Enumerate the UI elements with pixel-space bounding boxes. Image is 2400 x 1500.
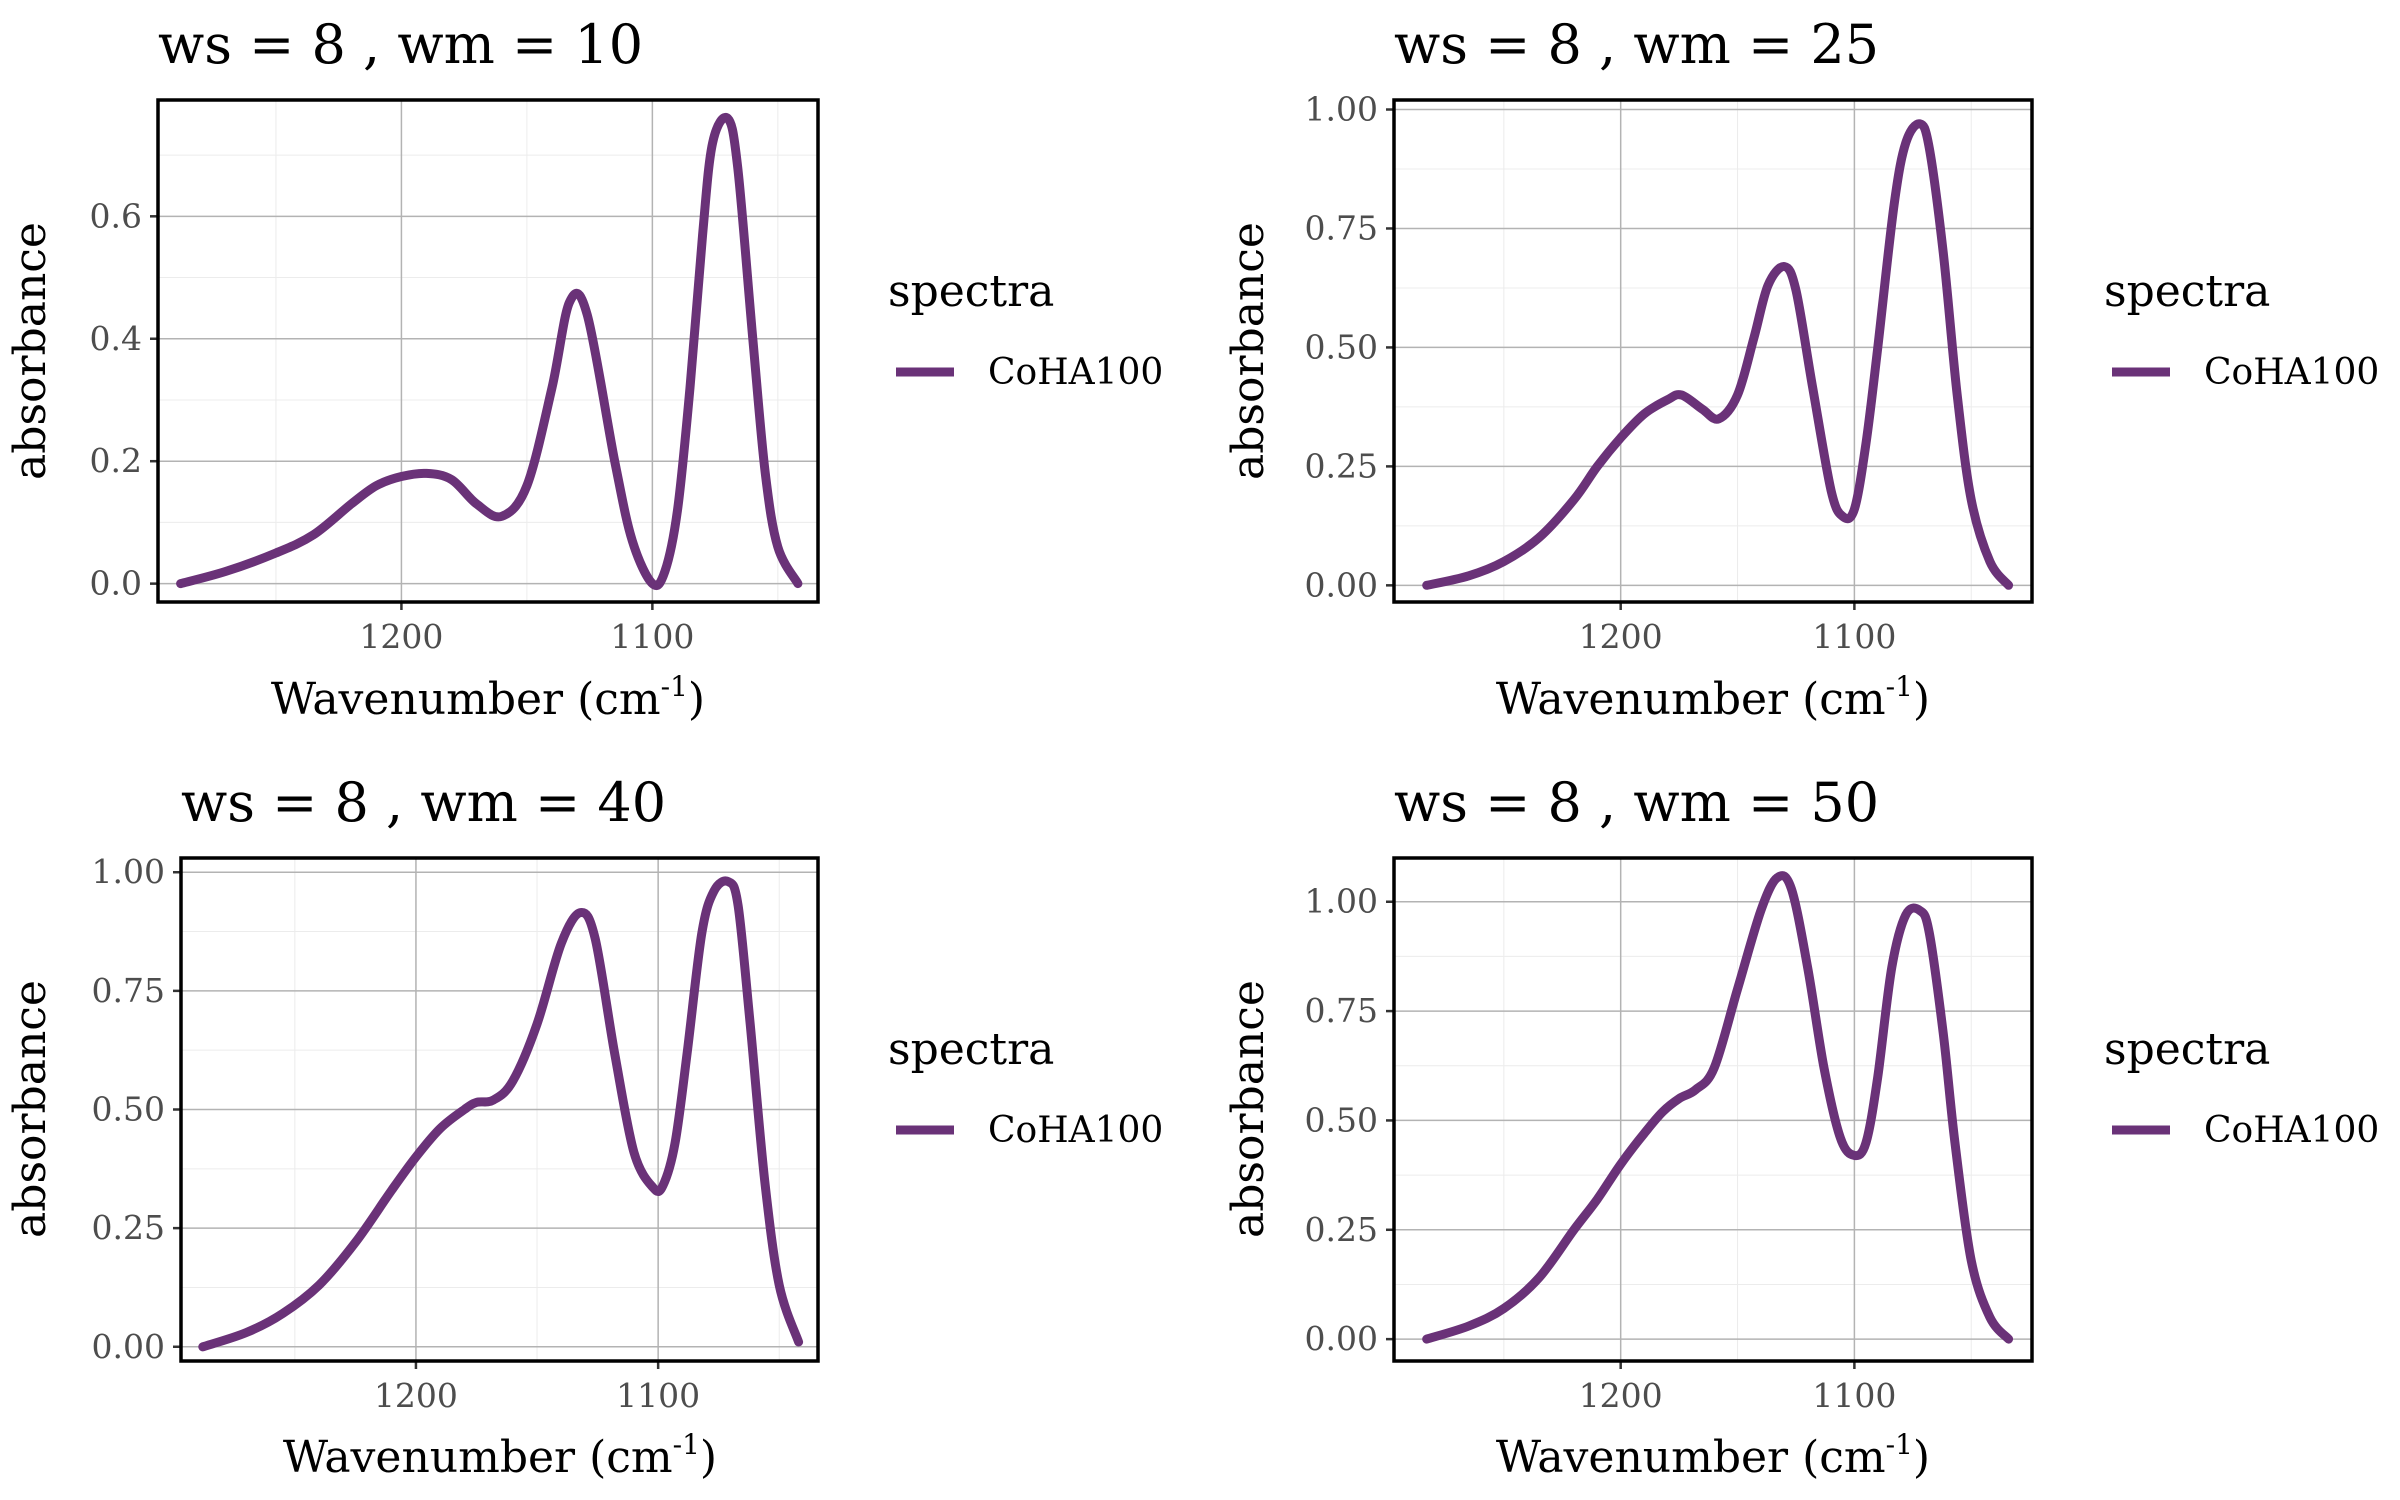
y-tick-label: 0.4 bbox=[90, 319, 142, 358]
y-tick-label: 1.00 bbox=[92, 852, 165, 891]
series-line-coha100 bbox=[176, 112, 803, 590]
y-tick-label: 0.25 bbox=[1305, 1210, 1378, 1249]
y-tick-label: 1.00 bbox=[1305, 882, 1378, 921]
y-tick-label: 0.75 bbox=[1305, 208, 1378, 247]
x-axis-label: Wavenumber (cm-1) bbox=[1496, 1428, 1930, 1483]
legend-title: spectra bbox=[2104, 266, 2270, 317]
y-tick-label: 0.75 bbox=[1305, 991, 1378, 1030]
x-tick-label: 1200 bbox=[1579, 1376, 1663, 1415]
legend-entry: CoHA100 bbox=[988, 352, 1163, 393]
panel-1: 1200 1100 0.0 0.2 0.4 0.6 spectra CoHA100 ws = 8… bbox=[5, 13, 1163, 725]
y-tick-label: 0.25 bbox=[92, 1208, 165, 1247]
y-tick-label: 0.50 bbox=[1305, 327, 1378, 366]
panel-title: ws = 8 , wm = 10 bbox=[158, 13, 643, 76]
panel-4: 1200 1100 0.00 0.25 0.50 0.75 1.00 spectra CoHA1… bbox=[1223, 771, 2379, 1483]
x-tick-label: 1100 bbox=[616, 1376, 700, 1415]
y-tick-label: 0.50 bbox=[1305, 1100, 1378, 1139]
y-tick-label: 0.00 bbox=[92, 1327, 165, 1366]
x-tick-label: 1100 bbox=[1812, 1376, 1896, 1415]
x-tick-label: 1100 bbox=[610, 617, 694, 656]
x-axis-label: Wavenumber (cm-1) bbox=[1496, 670, 1930, 725]
y-tick-label: 0.75 bbox=[92, 971, 165, 1010]
legend-entry: CoHA100 bbox=[988, 1110, 1163, 1151]
plot-frame bbox=[179, 856, 820, 1363]
legend-entry: CoHA100 bbox=[2204, 352, 2379, 393]
panel-3: 1200 1100 0.00 0.25 0.50 0.75 1.00 spectra CoHA1… bbox=[5, 771, 1163, 1483]
y-axis-label: absorbance bbox=[1223, 980, 1274, 1238]
legend-title: spectra bbox=[2104, 1024, 2270, 1075]
series-line-coha100 bbox=[1422, 119, 2014, 590]
series-line-coha100 bbox=[198, 876, 804, 1352]
y-tick-label: 1.00 bbox=[1305, 90, 1378, 129]
plot-frame bbox=[156, 98, 820, 604]
x-tick-label: 1100 bbox=[1812, 617, 1896, 656]
panel-title: ws = 8 , wm = 50 bbox=[1394, 771, 1879, 834]
legend-title: spectra bbox=[888, 266, 1054, 317]
y-axis-label: absorbance bbox=[1223, 222, 1274, 480]
panel-2: 1200 1100 0.00 0.25 0.50 0.75 1.00 spectra CoHA1… bbox=[1223, 13, 2379, 725]
plot-frame bbox=[1392, 98, 2034, 604]
y-tick-label: 0.0 bbox=[90, 564, 142, 603]
panel-title: ws = 8 , wm = 25 bbox=[1394, 13, 1879, 76]
x-axis-label: Wavenumber (cm-1) bbox=[271, 670, 705, 725]
y-tick-label: 0.00 bbox=[1305, 565, 1378, 604]
plot-frame bbox=[1392, 856, 2034, 1363]
x-tick-label: 1200 bbox=[1579, 617, 1663, 656]
x-axis-label: Wavenumber (cm-1) bbox=[283, 1428, 717, 1483]
series-line-coha100 bbox=[1422, 871, 2014, 1344]
y-axis-label: absorbance bbox=[5, 980, 56, 1238]
y-tick-label: 0.00 bbox=[1305, 1319, 1378, 1358]
x-tick-label: 1200 bbox=[359, 617, 443, 656]
panel-title: ws = 8 , wm = 40 bbox=[181, 771, 666, 834]
y-tick-label: 0.25 bbox=[1305, 446, 1378, 485]
y-tick-label: 0.50 bbox=[92, 1090, 165, 1129]
legend-title: spectra bbox=[888, 1024, 1054, 1075]
y-axis-label: absorbance bbox=[5, 222, 56, 480]
legend-entry: CoHA100 bbox=[2204, 1110, 2379, 1151]
x-tick-label: 1200 bbox=[374, 1376, 458, 1415]
y-tick-label: 0.6 bbox=[90, 196, 142, 235]
y-tick-label: 0.2 bbox=[90, 441, 142, 480]
